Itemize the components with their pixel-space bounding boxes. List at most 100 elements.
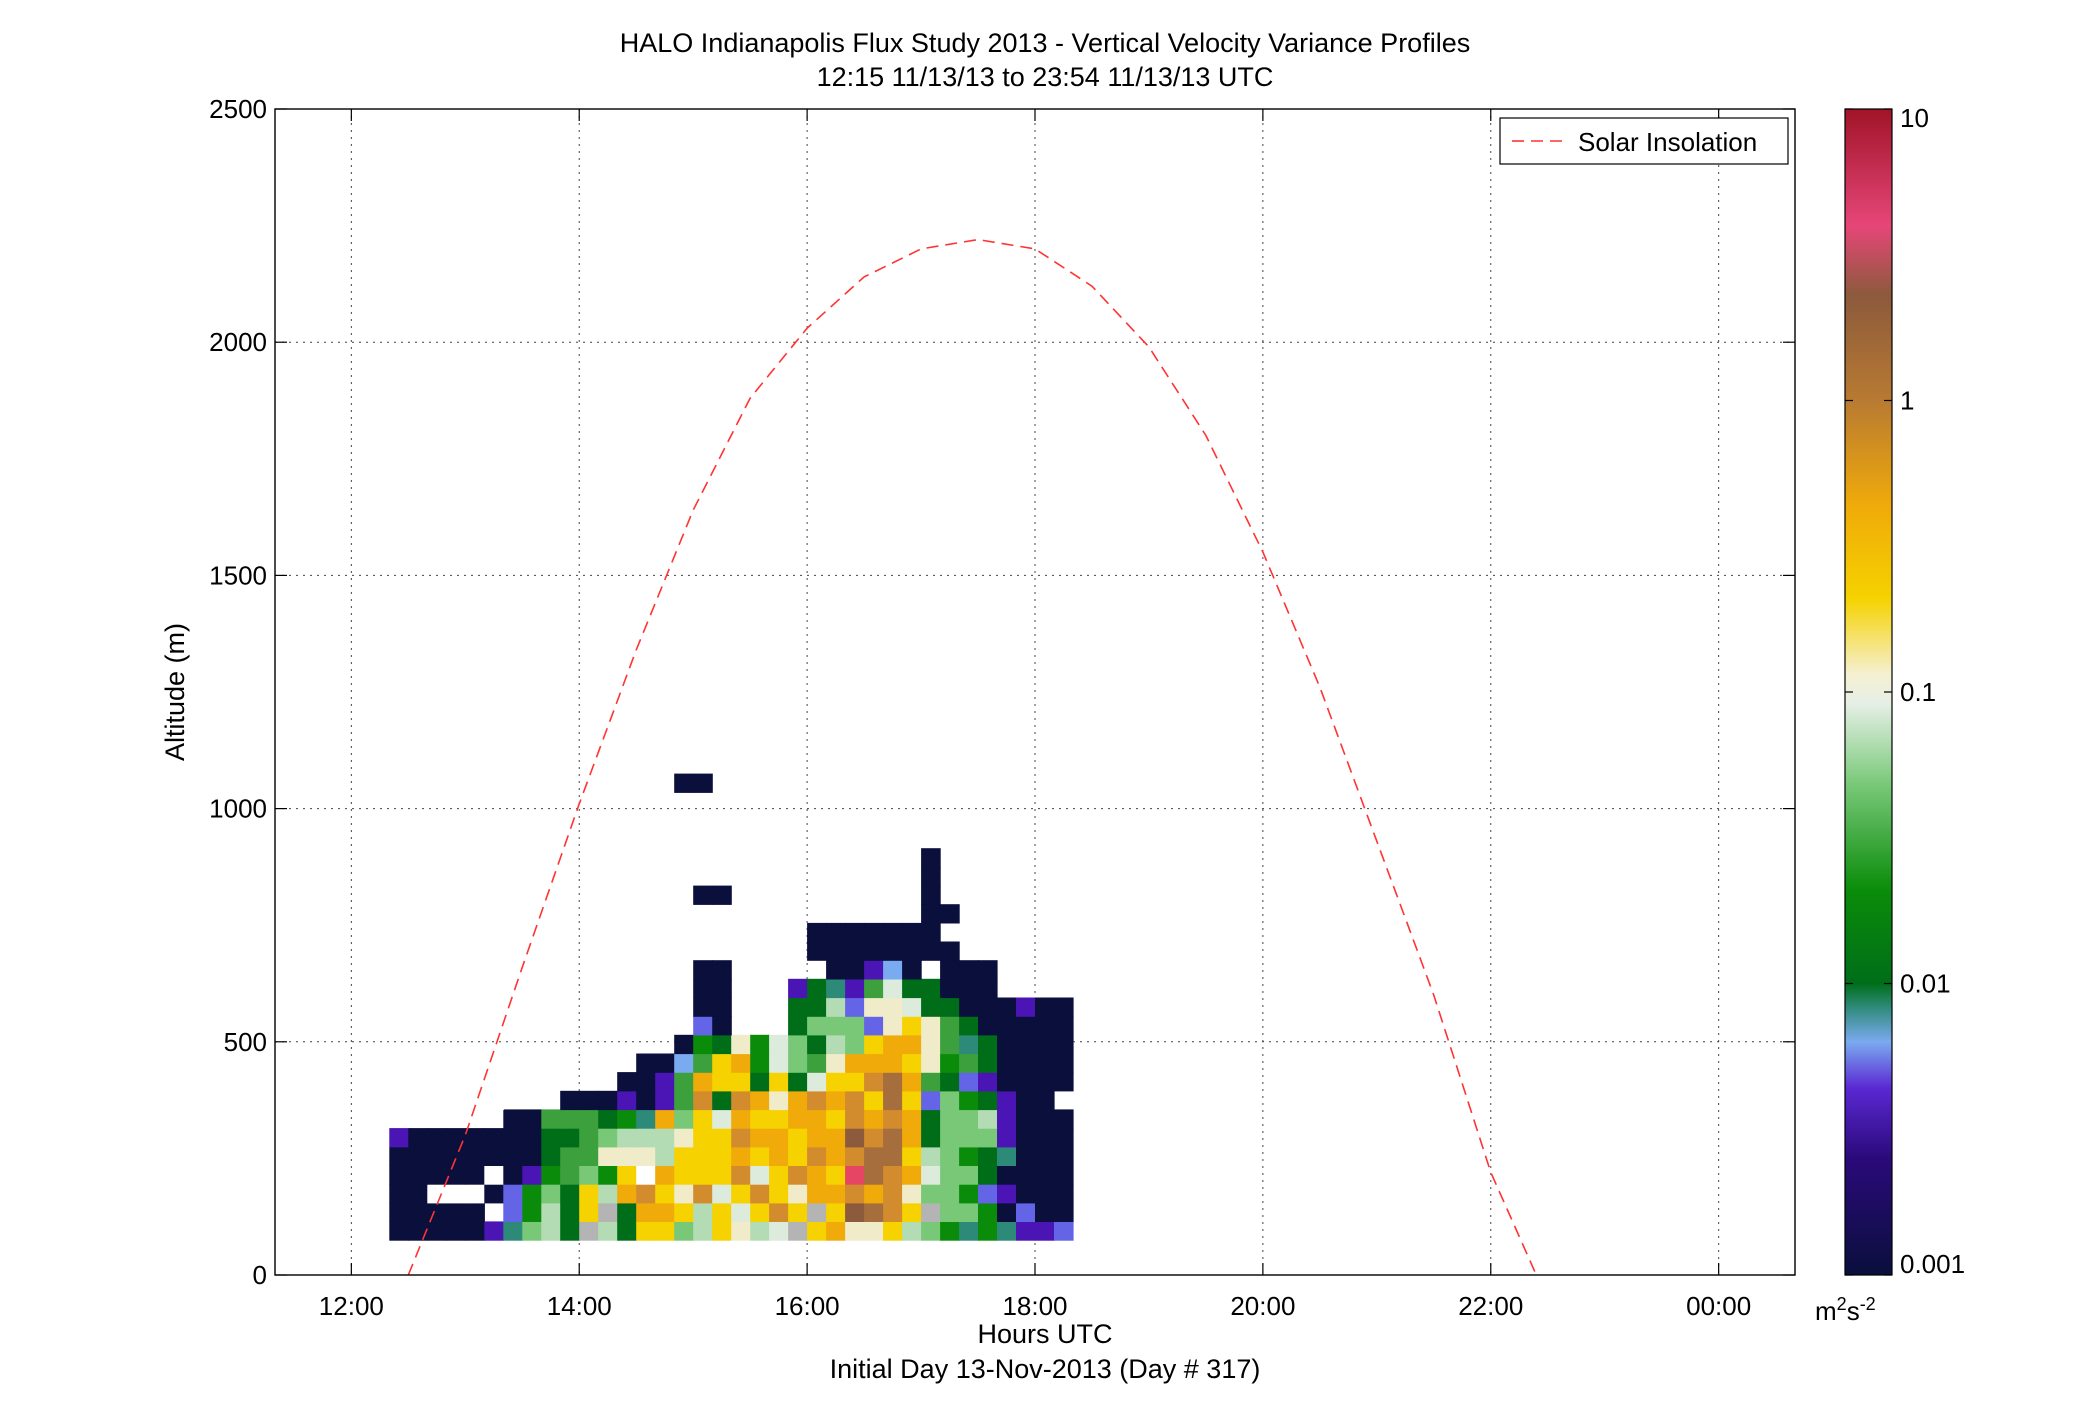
heatmap-cell (902, 1034, 922, 1055)
heatmap-cell (997, 1128, 1017, 1148)
heatmap-cell (1035, 1184, 1055, 1204)
heatmap-cell (845, 1202, 865, 1222)
heatmap-cell (997, 1165, 1017, 1185)
heatmap-cell (902, 1202, 922, 1222)
heatmap-cell (788, 1034, 808, 1055)
heatmap-cell (446, 1202, 466, 1222)
heatmap-cell (731, 1109, 751, 1129)
heatmap-cell (769, 1090, 789, 1111)
heatmap-cell (883, 1072, 903, 1092)
heatmap-cell (484, 1221, 504, 1241)
heatmap-cell (978, 1146, 998, 1166)
heatmap-cell (598, 1109, 618, 1129)
heatmap-cell (750, 1090, 770, 1111)
heatmap-cell (693, 978, 713, 999)
heatmap-cell (959, 1184, 979, 1204)
heatmap-cell (807, 922, 827, 943)
heatmap-cell (940, 1053, 960, 1073)
heatmap-cell (750, 1053, 770, 1073)
heatmap-cell (1035, 1109, 1055, 1129)
heatmap-cell (902, 1165, 922, 1185)
heatmap-cell (636, 1090, 656, 1111)
y-tick-label: 2500 (209, 94, 267, 124)
heatmap-cell (522, 1128, 542, 1148)
heatmap-cell (788, 1016, 808, 1036)
heatmap-cell (389, 1221, 409, 1241)
heatmap-cell (864, 1202, 884, 1222)
heatmap-cell (883, 1184, 903, 1204)
heatmap-cell (921, 1146, 941, 1166)
heatmap-cell (674, 1034, 694, 1055)
heatmap-cell (921, 941, 941, 961)
heatmap-cell (788, 1072, 808, 1092)
heatmap-cell (636, 1053, 656, 1073)
heatmap-cell (921, 1053, 941, 1073)
heatmap-cell (921, 1109, 941, 1129)
heatmap-cell (560, 1221, 580, 1241)
heatmap-cell (845, 1146, 865, 1166)
y-tick-label: 1500 (209, 560, 267, 590)
heatmap-cell (978, 1221, 998, 1241)
heatmap-cell (940, 960, 960, 980)
heatmap-cell (883, 1109, 903, 1129)
heatmap-cell (864, 1090, 884, 1111)
heatmap-cell (864, 1053, 884, 1073)
heatmap-cell (503, 1165, 523, 1185)
heatmap-cell (921, 978, 941, 999)
heatmap-cell (807, 1109, 827, 1129)
heatmap-cell (959, 1090, 979, 1111)
heatmap-cell (826, 1053, 846, 1073)
heatmap-cell (427, 1128, 447, 1148)
colorbar-tick-label: 1 (1900, 386, 1914, 416)
heatmap-cell (408, 1202, 428, 1222)
heatmap-cell (788, 1109, 808, 1129)
heatmap-cell (750, 1072, 770, 1092)
heatmap-cell (845, 1053, 865, 1073)
heatmap-cell (655, 1090, 675, 1111)
heatmap-cell (617, 1184, 637, 1204)
heatmap-cell (807, 1053, 827, 1073)
heatmap-cell (408, 1165, 428, 1185)
heatmap-cell (484, 1165, 504, 1185)
heatmap-cell (579, 1090, 599, 1111)
heatmap-cell (864, 978, 884, 999)
heatmap-cell (769, 1165, 789, 1185)
heatmap-cell (959, 1109, 979, 1129)
heatmap-cell (1016, 1221, 1036, 1241)
x-tick-label: 22:00 (1458, 1291, 1523, 1321)
heatmap-cell (978, 1090, 998, 1111)
heatmap-cell (902, 978, 922, 999)
heatmap-cell (769, 1072, 789, 1092)
heatmap-cell (693, 1184, 713, 1204)
heatmap-cell (845, 1072, 865, 1092)
legend-entry-label: Solar Insolation (1578, 127, 1757, 157)
heatmap-cell (883, 1034, 903, 1055)
heatmap-cell (427, 1184, 447, 1204)
heatmap-cell (902, 960, 922, 980)
heatmap-cell (769, 1109, 789, 1129)
heatmap-cell (579, 1146, 599, 1166)
heatmap-cell (902, 1053, 922, 1073)
heatmap-cell (769, 1202, 789, 1222)
heatmap-cell (902, 1109, 922, 1129)
heatmap-cell (921, 904, 941, 924)
heatmap-cell (826, 1146, 846, 1166)
heatmap-cell (712, 1128, 732, 1148)
heatmap-cell (712, 1165, 732, 1185)
heatmap-cell (959, 1146, 979, 1166)
heatmap-cell (978, 997, 998, 1017)
heatmap-cell (693, 1072, 713, 1092)
heatmap-cell (978, 1109, 998, 1129)
heatmap-cell (636, 1165, 656, 1185)
heatmap-cell (883, 1128, 903, 1148)
heatmap-cell (807, 941, 827, 961)
heatmap-cell (997, 1202, 1017, 1222)
heatmap-cell (693, 1090, 713, 1111)
heatmap-cell (997, 1221, 1017, 1241)
heatmap-cell (389, 1128, 409, 1148)
heatmap-cell (560, 1128, 580, 1148)
heatmap-cell (446, 1165, 466, 1185)
heatmap-cell (940, 941, 960, 961)
heatmap-cell (883, 1165, 903, 1185)
